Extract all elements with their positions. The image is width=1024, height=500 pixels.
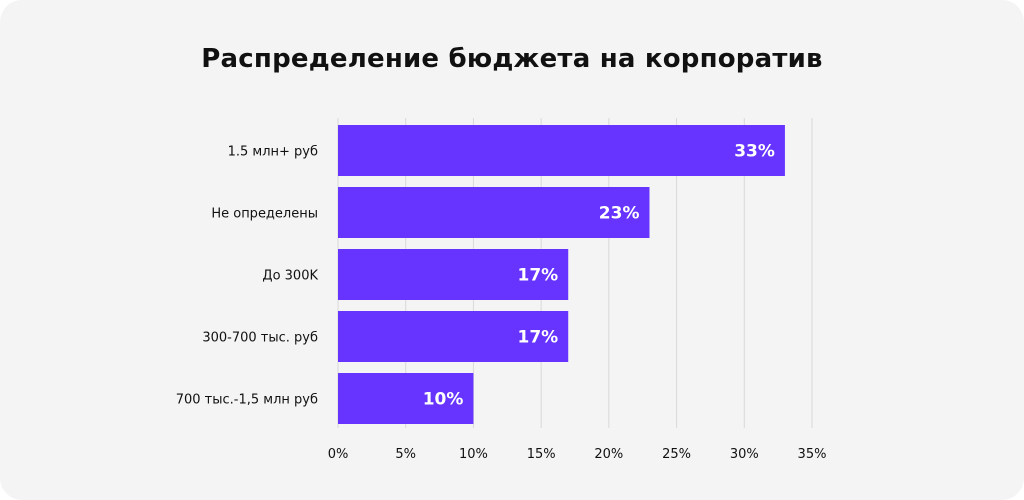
data-label: 10% xyxy=(423,390,464,410)
category-label: 700 тыс.-1,5 млн руб xyxy=(176,393,318,408)
x-tick-label: 15% xyxy=(527,447,556,462)
x-tick-label: 5% xyxy=(395,447,416,462)
x-tick-label: 35% xyxy=(798,447,827,462)
x-tick-label: 25% xyxy=(662,447,691,462)
category-label: 300-700 тыс. руб xyxy=(202,331,318,346)
x-tick-label: 30% xyxy=(730,447,759,462)
data-label: 17% xyxy=(518,266,559,286)
bar xyxy=(338,187,650,238)
bars xyxy=(338,125,785,424)
category-label: Не определены xyxy=(211,207,318,222)
labels: 0% 5% 10% 15% 20% 25% 30% 35% 1.5 млн+ руб 33% Не … xyxy=(176,142,827,463)
bar xyxy=(338,311,569,362)
category-label: До 300K xyxy=(262,269,318,284)
bar xyxy=(338,249,569,300)
category-label: 1.5 млн+ руб xyxy=(228,145,318,160)
data-label: 33% xyxy=(734,142,775,162)
x-tick-label: 10% xyxy=(459,447,488,462)
bar xyxy=(338,373,474,424)
bar xyxy=(338,125,785,176)
data-label: 23% xyxy=(599,204,640,224)
x-tick-label: 0% xyxy=(328,447,349,462)
chart-title: Распределение бюджета на корпоратив xyxy=(201,44,823,74)
x-tick-label: 20% xyxy=(594,447,623,462)
data-label: 17% xyxy=(518,328,559,348)
